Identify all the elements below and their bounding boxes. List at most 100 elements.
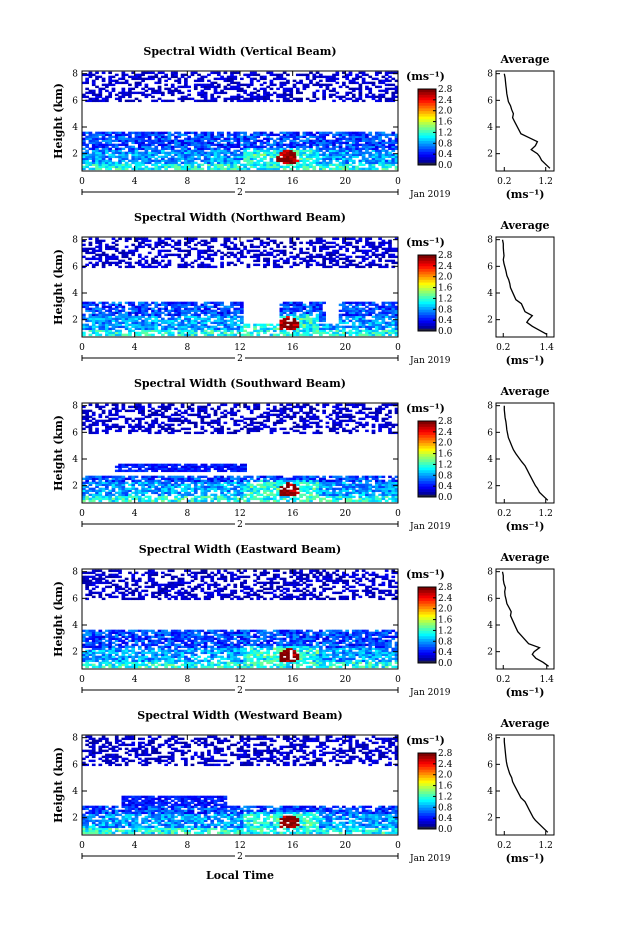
heatmap-cell (161, 311, 165, 315)
heatmap-cell (358, 167, 363, 171)
heatmap-cell (111, 301, 116, 305)
heatmap-cell (325, 133, 330, 137)
heatmap-cell (111, 423, 116, 427)
heatmap-cell (394, 139, 399, 143)
heatmap-cell (101, 83, 106, 87)
heatmap-cell (272, 133, 277, 137)
heatmap-cell (98, 243, 103, 247)
heatmap-cell (230, 95, 234, 99)
heatmap-cell (236, 87, 241, 91)
heatmap-cell (365, 141, 369, 145)
heatmap-cell (322, 239, 326, 243)
heatmap-cell (220, 145, 224, 149)
heatmap-cell (128, 307, 132, 311)
heatmap-cell (282, 315, 287, 319)
heatmap-cell (180, 99, 185, 103)
heatmap-cell (355, 167, 359, 171)
heatmap-cell (164, 145, 168, 149)
heatmap-cell (213, 251, 218, 255)
heatmap-cell (243, 97, 247, 101)
heatmap-cell (177, 131, 182, 135)
heatmap-cell (141, 429, 145, 433)
heatmap-cell (345, 165, 350, 169)
heatmap-cell (236, 323, 241, 327)
heatmap-cell (223, 159, 228, 163)
heatmap-cell (365, 159, 369, 163)
heatmap-cell (233, 155, 238, 159)
heatmap-cell (167, 263, 172, 267)
heatmap-cell (243, 333, 247, 337)
heatmap-cell (114, 73, 119, 77)
heatmap-cell (164, 99, 168, 103)
heatmap-cell (226, 151, 231, 155)
heatmap-cell (101, 325, 106, 329)
heatmap-cell (111, 83, 116, 87)
heatmap-cell (371, 149, 376, 153)
heatmap-cell (374, 77, 379, 81)
heatmap-cell (180, 415, 185, 419)
colorbar-band (418, 135, 436, 139)
heatmap-cell (114, 249, 119, 253)
heatmap-cell (325, 85, 330, 89)
heatmap-cell (144, 317, 149, 321)
heatmap-cell (286, 331, 290, 335)
heatmap-cell (213, 89, 218, 93)
heatmap-cell (216, 71, 221, 75)
heatmap-cell (190, 403, 195, 407)
heatmap-cell (108, 255, 113, 259)
heatmap-cell (335, 165, 340, 169)
heatmap-cell (358, 83, 363, 87)
heatmap-cell (361, 245, 366, 249)
heatmap-cell (348, 133, 353, 137)
heatmap-cell (246, 331, 251, 335)
heatmap-cell (243, 99, 247, 103)
heatmap-cell (193, 247, 198, 251)
heatmap-cell (111, 403, 116, 407)
heatmap-cells (82, 237, 399, 337)
heatmap-cell (328, 77, 333, 81)
heatmap-cell (141, 313, 145, 317)
heatmap-cell (164, 263, 168, 267)
heatmap-cell (141, 481, 145, 485)
heatmap-cell (269, 151, 274, 155)
heatmap-cell (164, 405, 168, 409)
heatmap-cell (213, 419, 218, 423)
heatmap-cell (374, 147, 379, 151)
heatmap-cell (118, 331, 122, 335)
heatmap-cell (351, 159, 356, 163)
heatmap-cell (114, 319, 119, 323)
heatmap-cell (384, 241, 389, 245)
heatmap-cell (335, 95, 340, 99)
heatmap-cell (384, 259, 389, 263)
heatmap-cell (141, 325, 145, 329)
heatmap-cell (213, 493, 218, 497)
heatmap-cell (95, 139, 99, 143)
heatmap-cell (184, 157, 188, 161)
heatmap-cell (384, 73, 389, 77)
heatmap-cell (105, 159, 109, 163)
heatmap-cell (236, 99, 241, 103)
heatmap-cell (151, 321, 155, 325)
heatmap-cell (292, 97, 297, 101)
heatmap-cell (147, 243, 152, 247)
heatmap-cell (355, 263, 359, 267)
heatmap-cell (384, 79, 389, 83)
heatmap-cell (335, 73, 340, 77)
heatmap-cell (108, 425, 113, 429)
heatmap-cell (371, 141, 376, 145)
heatmap-cell (263, 155, 267, 159)
heatmap-cell (167, 249, 172, 253)
heatmap-cell (220, 251, 224, 255)
heatmap-cell (256, 149, 261, 153)
heatmap-cell (82, 73, 86, 77)
heatmap-cell (266, 165, 271, 169)
heatmap-cell (180, 155, 185, 159)
heatmap-cell (246, 75, 251, 79)
heatmap-cell (101, 147, 106, 151)
heatmap-cell (95, 155, 99, 159)
heatmap-cell (121, 147, 126, 151)
heatmap-cell (177, 303, 182, 307)
heatmap-cell (322, 323, 326, 327)
heatmap-cell (98, 155, 103, 159)
heatmap-cell (101, 261, 106, 265)
